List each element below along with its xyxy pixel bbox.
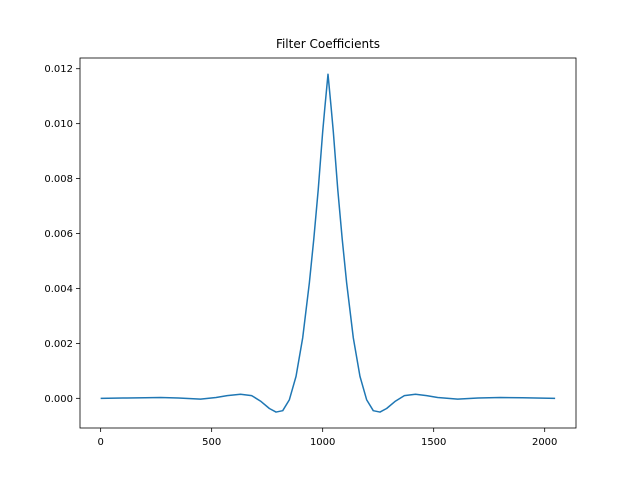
x-axis: 0 500 1000 1500 2000 (97, 428, 557, 448)
x-tick-label-2: 1000 (310, 437, 335, 448)
x-tick-label-0: 0 (97, 437, 103, 448)
y-tick-label-5: 0.010 (44, 119, 73, 130)
y-tick-label-6: 0.012 (44, 64, 73, 75)
x-tick-label-4: 2000 (532, 437, 557, 448)
x-tick-label-3: 1500 (421, 437, 446, 448)
x-tick-label-1: 500 (202, 437, 221, 448)
y-tick-label-0: 0.000 (44, 394, 73, 405)
y-tick-label-4: 0.008 (44, 174, 73, 185)
chart-title: Filter Coefficients (276, 37, 380, 51)
plot-frame (79, 57, 577, 429)
y-tick-label-2: 0.004 (44, 284, 73, 295)
y-tick-label-1: 0.002 (44, 339, 73, 350)
line-layer (100, 73, 556, 413)
y-axis: 0.000 0.002 0.004 0.006 0.008 0.010 0.012 (44, 64, 80, 405)
series-line-0 (100, 73, 556, 413)
y-tick-label-3: 0.006 (44, 229, 73, 240)
plot-area (80, 58, 576, 428)
